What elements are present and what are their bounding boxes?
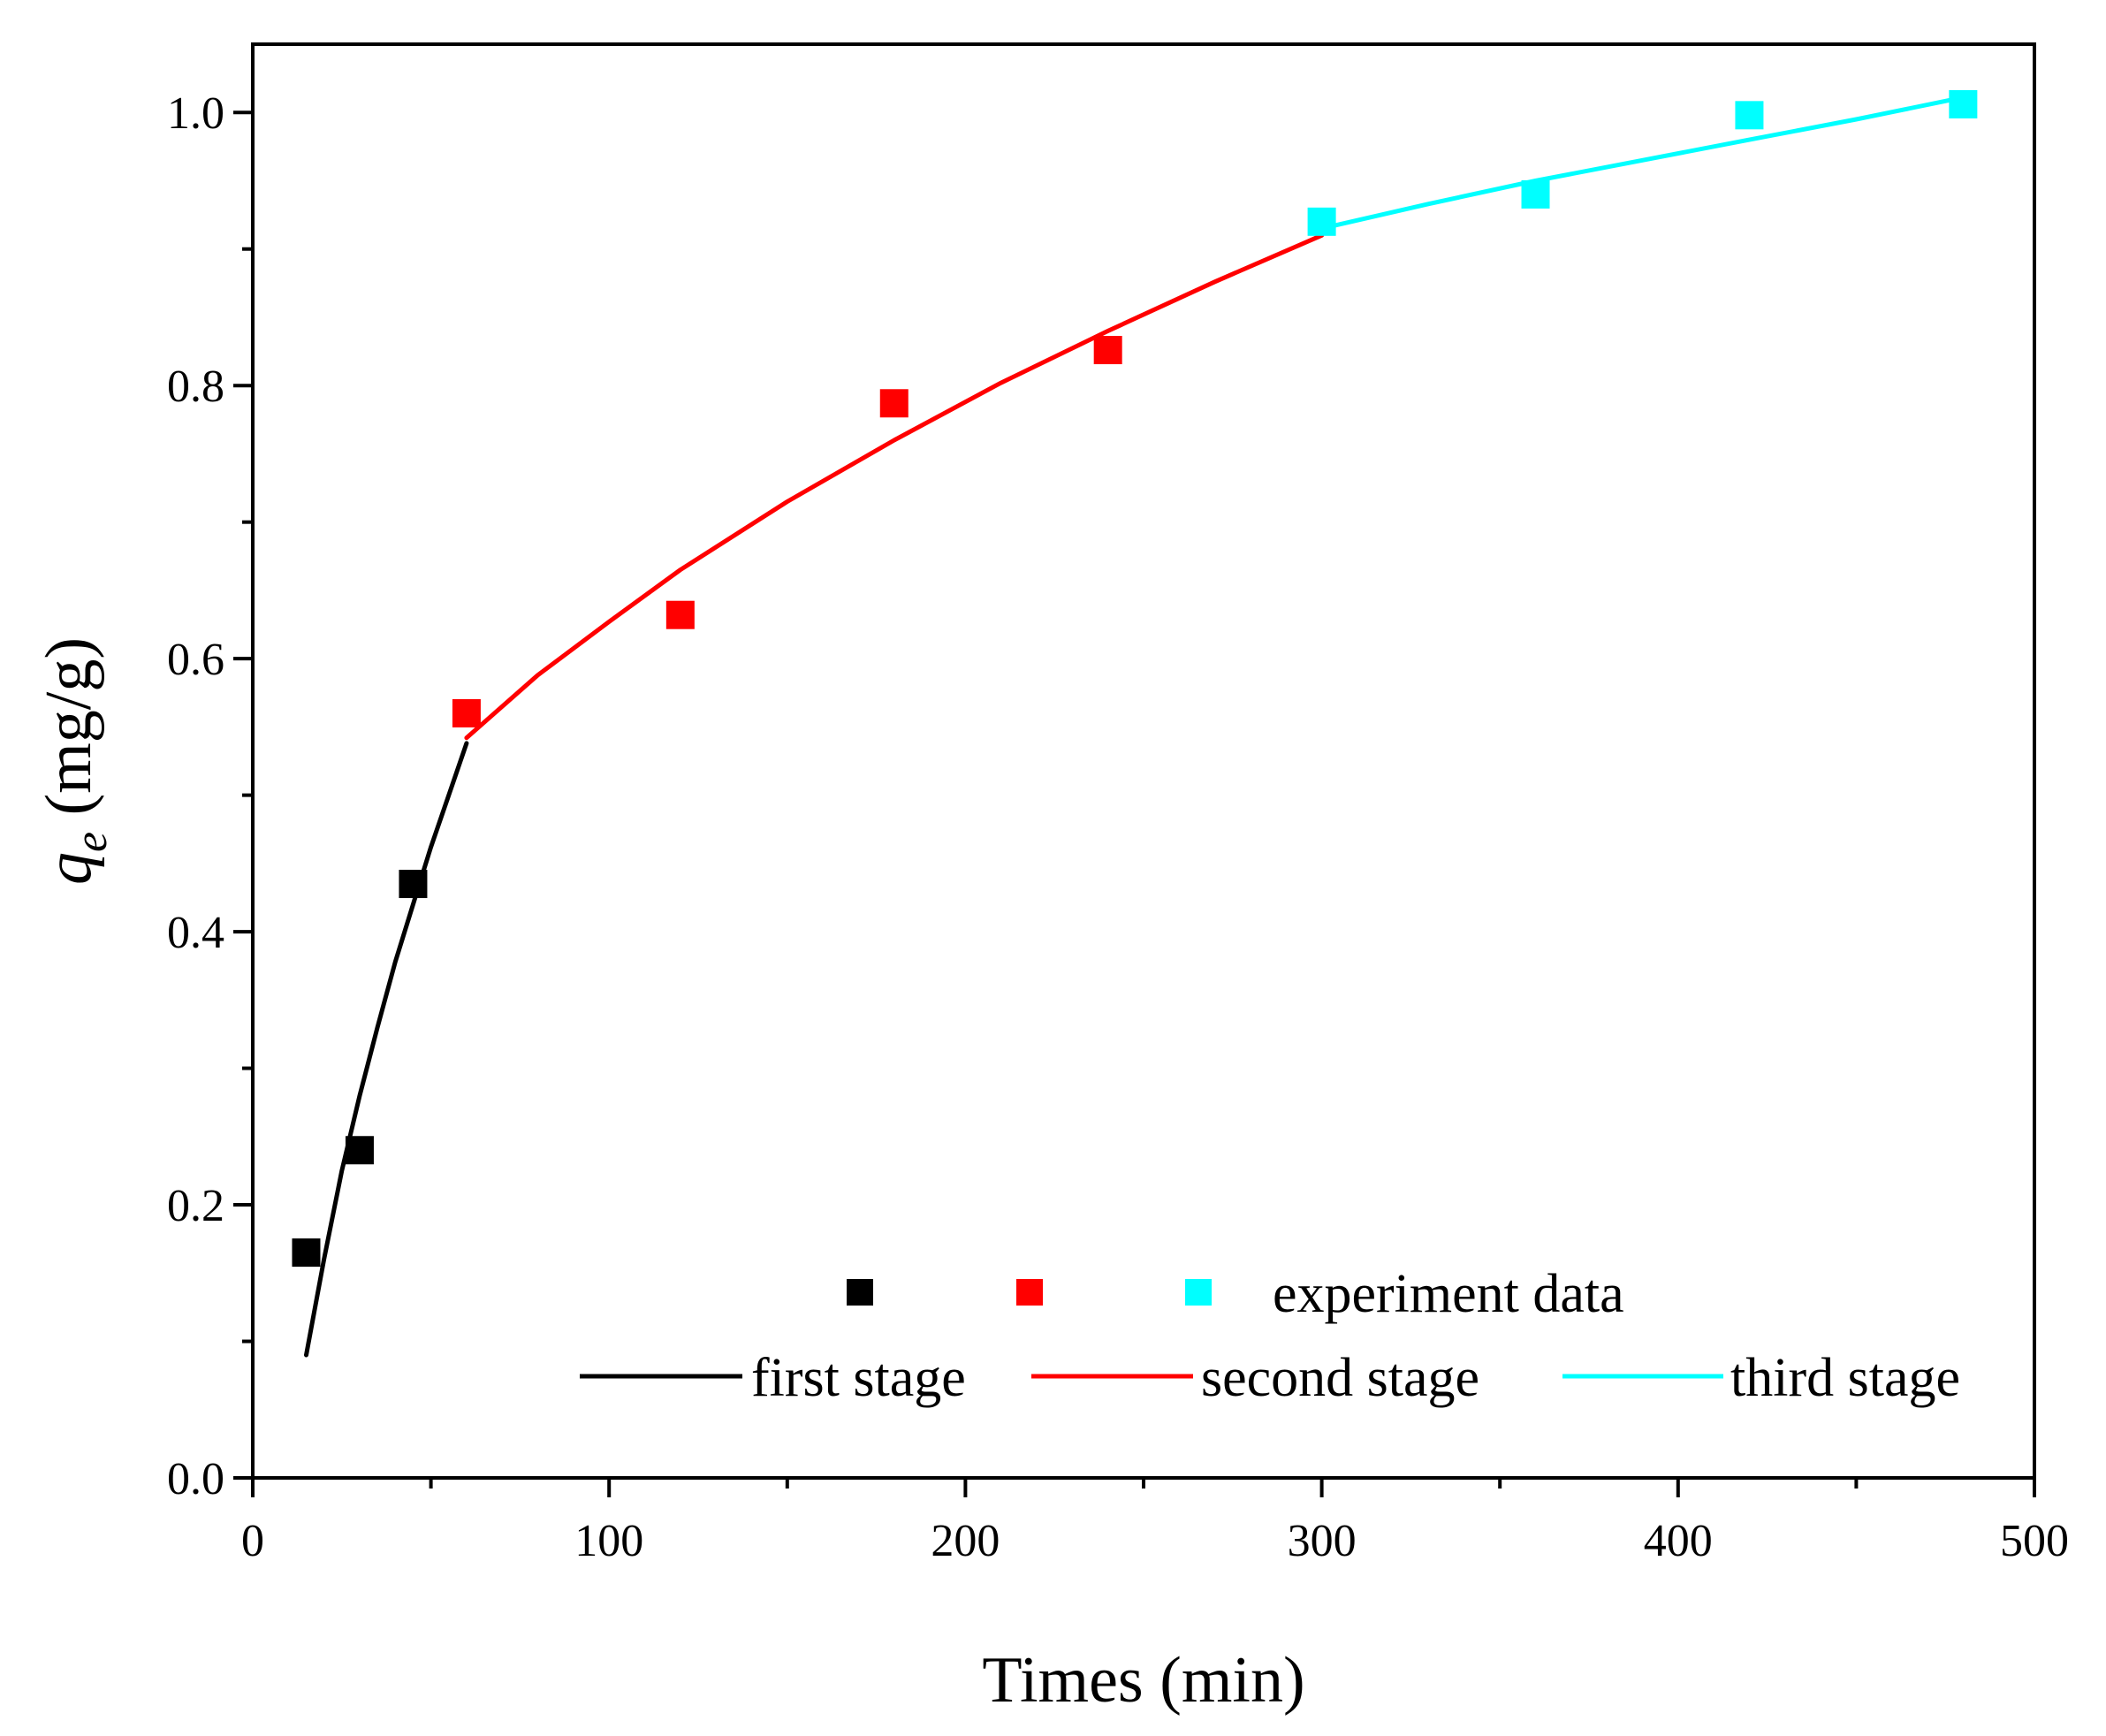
axis-ticks bbox=[233, 110, 2036, 1497]
fit-lines bbox=[304, 95, 1965, 1358]
second-stage-data-point bbox=[879, 389, 909, 418]
first-stage-data-point bbox=[345, 1136, 374, 1165]
data-points bbox=[292, 89, 1978, 1268]
y-tick-label: 1.0 bbox=[167, 88, 224, 139]
x-tick-label: 500 bbox=[2000, 1516, 2069, 1566]
third-stage-fit-line bbox=[1319, 95, 1965, 231]
first-stage-data-point bbox=[292, 1238, 321, 1268]
y-axis-symbol: q bbox=[33, 852, 105, 885]
y-axis-unit: (mg/g) bbox=[33, 637, 105, 832]
third-stage-data-point bbox=[1521, 179, 1550, 209]
y-tick-label: 0.0 bbox=[167, 1454, 224, 1504]
y-tick-label: 0.8 bbox=[167, 362, 224, 412]
legend-first-stage-label: first stage bbox=[751, 1348, 966, 1408]
x-tick-label: 200 bbox=[931, 1516, 1000, 1566]
y-axis-subscript: e bbox=[66, 832, 117, 852]
x-tick-label: 400 bbox=[1644, 1516, 1713, 1566]
legend: experiment data first stage second stage… bbox=[580, 1264, 1960, 1408]
y-tick-label: 0.2 bbox=[167, 1181, 224, 1231]
first-stage-fit-line bbox=[304, 741, 469, 1358]
x-axis-title: Times (min) bbox=[982, 1644, 1304, 1717]
legend-marker-third-stage bbox=[1185, 1279, 1212, 1306]
y-tick-label: 0.4 bbox=[167, 908, 224, 958]
third-stage-data-point bbox=[1735, 101, 1764, 130]
legend-marker-first-stage bbox=[847, 1279, 873, 1306]
second-stage-data-point bbox=[1093, 336, 1122, 365]
x-tick-label: 100 bbox=[574, 1516, 643, 1566]
axis-tick-labels: 0 100 200 300 400 500 0.0 0.2 0.4 0.6 0.8 1.0 bbox=[167, 88, 2069, 1566]
legend-experiment-data-label: experiment data bbox=[1273, 1264, 1624, 1324]
second-stage-fit-line bbox=[464, 232, 1325, 741]
legend-marker-second-stage bbox=[1016, 1279, 1043, 1306]
y-axis-title: qe (mg/g) bbox=[33, 637, 117, 885]
third-stage-data-point bbox=[1307, 207, 1336, 236]
second-stage-data-point bbox=[665, 600, 695, 629]
first-stage-data-point bbox=[399, 870, 428, 899]
legend-second-stage-label: second stage bbox=[1201, 1348, 1479, 1408]
x-tick-label: 300 bbox=[1288, 1516, 1357, 1566]
third-stage-data-point bbox=[1949, 89, 1978, 118]
y-tick-label: 0.6 bbox=[167, 635, 224, 685]
x-tick-label: 0 bbox=[241, 1516, 264, 1566]
plot-frame bbox=[251, 42, 2036, 1480]
legend-third-stage-label: third stage bbox=[1730, 1348, 1960, 1408]
second-stage-data-point bbox=[452, 698, 481, 727]
